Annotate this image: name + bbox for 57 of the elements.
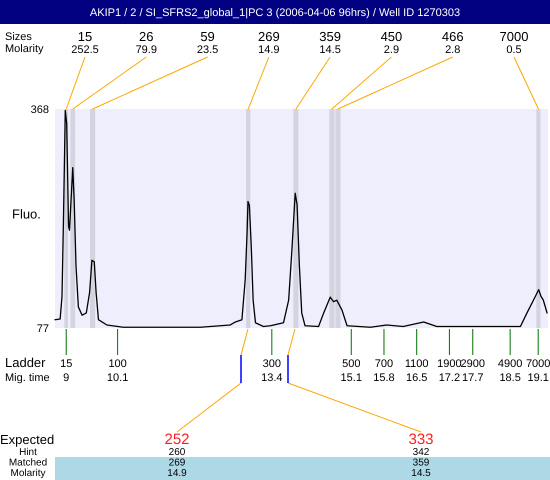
- text: Molarity: [10, 468, 46, 479]
- y-tick-label: 368: [30, 104, 49, 116]
- text: 14.9: [167, 468, 188, 479]
- line-series: [54, 110, 548, 328]
- annotation: 15: [60, 358, 72, 370]
- x-tick-label: 9: [63, 372, 70, 384]
- band-label: 59: [200, 29, 215, 44]
- annotation: 4900: [498, 358, 522, 370]
- annotation: 500: [342, 358, 360, 370]
- annotation: 7000: [526, 358, 550, 370]
- annotation: 1900: [437, 358, 462, 370]
- text: Hint: [19, 447, 38, 458]
- band-label: 450: [380, 29, 402, 44]
- x-tick-label: 10.1: [106, 372, 128, 384]
- x-tick-label: 15.1: [340, 372, 362, 384]
- text: 260: [168, 447, 186, 458]
- text: 252: [164, 431, 190, 448]
- annotation: 14.9: [258, 44, 280, 56]
- text: Expected: [0, 432, 54, 447]
- annotation: 23.5: [196, 44, 218, 56]
- band-label: 26: [139, 29, 154, 44]
- x-tick-label: 17.2: [438, 372, 460, 384]
- text: 342: [412, 447, 430, 458]
- text: Molarity: [5, 43, 44, 55]
- annotation: 100: [108, 358, 127, 370]
- text: 359: [412, 458, 430, 468]
- x-tick-label: 18.5: [499, 372, 521, 384]
- x-tick-label: 19.1: [527, 372, 549, 384]
- text: Sizes: [5, 31, 32, 43]
- annotation: 2.8: [445, 44, 460, 56]
- band-label: 269: [258, 29, 280, 44]
- annotation: 252.5: [71, 44, 99, 56]
- chart-title: AKIP1 / 2 / SI_SFRS2_global_1|PC 3 (2006-04-06 96hrs) / Well ID 1270303: [90, 7, 460, 19]
- band-label: 15: [78, 29, 92, 44]
- annotation: 700: [374, 358, 394, 370]
- text: Ladder: [5, 355, 46, 370]
- annotation: 2.9: [384, 44, 400, 56]
- x-tick-label: 15.8: [373, 372, 395, 384]
- text: 333: [408, 431, 434, 448]
- band-label: 466: [442, 29, 464, 44]
- x-axis-title: Mig. time: [5, 372, 50, 384]
- annotation: 2900: [460, 358, 486, 370]
- annotation: 300: [262, 358, 282, 370]
- x-tick-label: 13.4: [261, 372, 283, 384]
- band-label: 7000: [500, 29, 528, 44]
- annotation: 14.5: [319, 44, 341, 56]
- band-label: 359: [319, 29, 341, 44]
- text: 14.5: [411, 468, 432, 479]
- annotation: 79.9: [136, 44, 157, 56]
- text: Matched: [8, 458, 48, 468]
- x-tick-label: 17.7: [462, 372, 484, 384]
- y-axis-title: Fluo.: [12, 206, 41, 222]
- annotation: 1100: [404, 358, 429, 370]
- annotation: 0.5: [506, 44, 522, 56]
- y-tick-label: 77: [36, 323, 49, 335]
- text: 269: [168, 458, 186, 468]
- x-tick-label: 16.5: [406, 372, 428, 384]
